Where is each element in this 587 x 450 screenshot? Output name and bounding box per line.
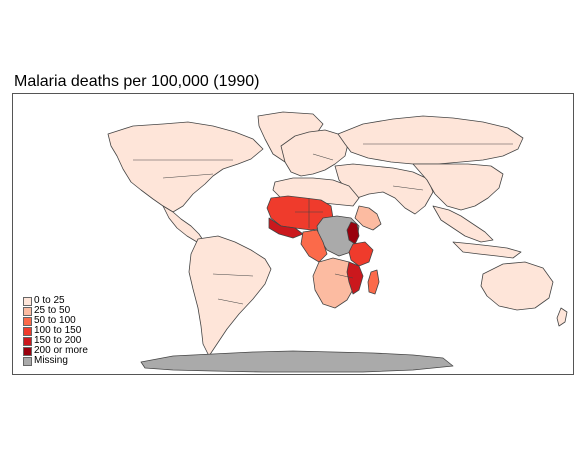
region-australia <box>480 261 554 311</box>
legend-swatch <box>23 326 32 336</box>
legend-label: 200 or more <box>34 345 88 356</box>
region-central-west-africa <box>300 229 328 263</box>
region-tanzania <box>348 241 374 267</box>
legend-item: 150 to 200 <box>23 336 88 346</box>
map-title: Malaria deaths per 100,000 (1990) <box>14 73 260 90</box>
legend-label: 25 to 50 <box>34 305 71 316</box>
legend-item: 200 or more <box>23 346 88 356</box>
region-north-asia <box>337 115 524 165</box>
legend-item: 50 to 100 <box>23 316 88 326</box>
legend-label: 100 to 150 <box>34 325 82 336</box>
region-southeast-asia <box>432 205 494 243</box>
region-indonesia <box>452 241 522 259</box>
region-mozambique <box>346 261 364 295</box>
legend-label: 150 to 200 <box>34 335 82 346</box>
map-legend: 0 to 25 25 to 50 50 to 100 100 to 150 150 to… <box>23 296 88 366</box>
region-madagascar <box>367 269 380 295</box>
legend-swatch <box>23 316 32 326</box>
legend-swatch <box>23 296 32 306</box>
legend-swatch <box>23 346 32 356</box>
region-southern-africa <box>312 257 358 309</box>
legend-swatch <box>23 356 32 366</box>
legend-item: 100 to 150 <box>23 326 88 336</box>
region-new-zealand <box>556 307 568 327</box>
region-east-asia <box>412 163 504 211</box>
world-map <box>107 111 568 373</box>
legend-label: 0 to 25 <box>34 295 65 306</box>
region-antarctica <box>140 350 454 373</box>
region-north-america <box>107 121 264 213</box>
legend-swatch <box>23 336 32 346</box>
map-frame: 0 to 25 25 to 50 50 to 100 100 to 150 150 to… <box>12 93 574 375</box>
region-west-africa-coast <box>268 217 304 239</box>
region-europe <box>280 129 349 177</box>
region-south-america <box>188 235 272 357</box>
legend-swatch <box>23 306 32 316</box>
legend-label: Missing <box>34 355 68 366</box>
legend-item: Missing <box>23 356 88 366</box>
region-central-america <box>162 205 204 243</box>
legend-label: 50 to 100 <box>34 315 76 326</box>
legend-item: 25 to 50 <box>23 306 88 316</box>
region-horn-africa <box>354 205 382 231</box>
legend-item: 0 to 25 <box>23 296 88 306</box>
